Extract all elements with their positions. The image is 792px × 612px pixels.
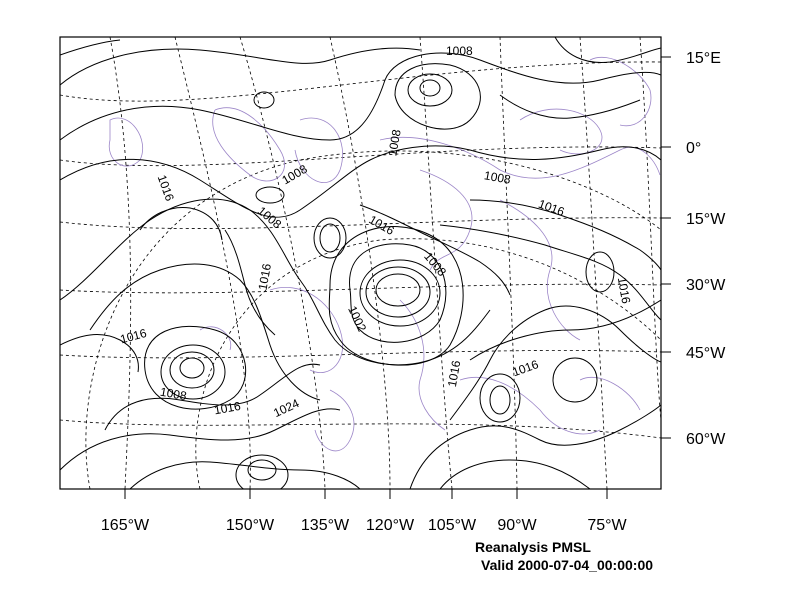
coastline: [379, 136, 661, 179]
bottom-tick-label: 75°W: [587, 517, 627, 534]
isobar: [328, 226, 464, 366]
plot-frame: [59, 36, 662, 490]
isobar: [224, 229, 276, 336]
isobar: [439, 459, 591, 489]
meridian-line: [239, 37, 326, 489]
coastline: [459, 376, 601, 435]
parallel-line: [60, 146, 661, 167]
isobar: [552, 357, 598, 403]
isobar: [179, 357, 205, 379]
contour-label: 1016: [213, 399, 242, 417]
isobar-contours: [60, 37, 661, 489]
meridian-line: [579, 37, 608, 489]
isobar: [60, 47, 421, 86]
coastline: [212, 107, 285, 182]
meridian-line: [174, 37, 251, 489]
bottom-axis: 165°W 150°W 135°W 120°W 105°W 90°W 75°W: [101, 489, 628, 534]
isobar: [139, 206, 223, 241]
isobar: [235, 454, 289, 489]
isobar: [439, 224, 661, 321]
contour-label: 1008: [446, 44, 473, 58]
coastline: [269, 287, 344, 373]
isobar: [585, 251, 615, 293]
contour-label: 1008: [385, 128, 403, 157]
caption-title: Reanalysis PMSL: [475, 539, 591, 555]
contour-label: 1016: [119, 326, 149, 347]
bottom-tick-label: 135°W: [301, 517, 350, 534]
right-axis: 15°E 0° 15°W 30°W 45°W 60°W: [661, 50, 726, 448]
parallel-line: [60, 283, 661, 294]
isobar: [313, 217, 347, 259]
polar-arc: [85, 150, 661, 489]
right-tick-label: 15°E: [686, 50, 721, 67]
right-tick-label: 45°W: [686, 345, 726, 362]
meridian-line: [499, 37, 518, 489]
isobar: [60, 52, 661, 141]
isobar: [419, 79, 441, 97]
isobar: [247, 459, 277, 481]
meridian-line: [109, 37, 132, 489]
coastline: [314, 389, 355, 452]
isobar: [349, 243, 447, 343]
isobar: [469, 199, 661, 271]
contour-label: 1016: [615, 276, 633, 305]
coastline: [589, 57, 652, 127]
isobar: [104, 363, 321, 431]
contour-label: 1016: [256, 262, 274, 291]
isobar: [499, 94, 641, 119]
isobar: [554, 37, 661, 64]
isobar: [449, 305, 661, 421]
bottom-tick-label: 120°W: [366, 517, 415, 534]
isobar: [319, 223, 341, 253]
isobar: [60, 39, 121, 56]
isobar: [253, 91, 275, 109]
isobar: [489, 385, 511, 415]
contour-label: 1008: [483, 168, 512, 186]
isobar: [60, 408, 341, 471]
parallel-line: [60, 217, 661, 229]
coastline: [499, 199, 581, 341]
isobar: [89, 263, 321, 401]
bottom-tick-label: 165°W: [101, 517, 150, 534]
coastline: [399, 299, 446, 431]
isobar: [359, 259, 441, 327]
isobar: [160, 344, 226, 400]
isobar: [144, 325, 246, 410]
isobar: [407, 73, 453, 107]
bottom-tick-label: 150°W: [226, 517, 275, 534]
isobar: [129, 461, 361, 489]
coastlines: [108, 57, 661, 452]
isobar: [365, 266, 431, 318]
polar-arc: [195, 238, 661, 489]
isobar: [60, 334, 139, 373]
coastline: [294, 117, 343, 183]
parallel-line: [60, 350, 661, 359]
isobar: [409, 404, 661, 489]
isobar: [60, 145, 661, 218]
isobar: [255, 186, 285, 204]
right-tick-label: 0°: [686, 140, 701, 157]
coastline: [579, 377, 641, 411]
meridian-line: [419, 37, 453, 489]
isobar: [394, 63, 481, 130]
coastline: [519, 108, 603, 155]
coastline: [419, 169, 473, 271]
bottom-tick-label: 105°W: [428, 517, 477, 534]
right-tick-label: 60°W: [686, 431, 726, 448]
isobar: [469, 299, 661, 361]
parallel-line: [60, 419, 661, 439]
coastline: [199, 326, 232, 351]
bottom-tick-label: 90°W: [497, 517, 537, 534]
right-tick-label: 30°W: [686, 277, 726, 294]
isobar: [169, 351, 215, 389]
contour-label: 1008: [159, 385, 188, 403]
isobar: [479, 373, 521, 423]
contour-label: 1016: [445, 359, 463, 388]
right-tick-label: 15°W: [686, 211, 726, 228]
isobar: [359, 204, 511, 296]
caption-valid-time: Valid 2000-07-04_00:00:00: [481, 557, 654, 573]
isobar: [375, 273, 421, 307]
